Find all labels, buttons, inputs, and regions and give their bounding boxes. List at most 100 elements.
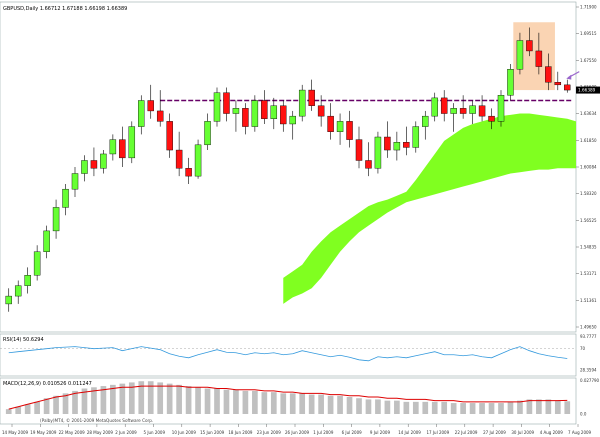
macd-histogram-bar [242, 390, 249, 414]
date-tick-label: 30 Jul 2009 [511, 430, 534, 435]
candle [43, 230, 50, 252]
candle [526, 40, 533, 52]
candle [175, 149, 183, 169]
candle [251, 100, 259, 127]
macd-histogram-bar [34, 401, 40, 414]
candle [90, 160, 98, 169]
candle [469, 105, 476, 114]
candle [289, 115, 296, 125]
date-tick-label: 10 Jun 2009 [172, 430, 197, 435]
macd-histogram-bar [166, 383, 173, 414]
candle [280, 105, 287, 125]
macd-histogram-bar [280, 393, 287, 414]
candle [213, 92, 221, 122]
macd-histogram-bar [81, 388, 88, 414]
candle [138, 100, 145, 127]
candle [81, 160, 88, 174]
rsi-tick-label: 93.7777 [580, 334, 597, 339]
macd-histogram-bar [365, 399, 372, 414]
macd-histogram-bar [185, 386, 192, 414]
macd-histogram-bar [110, 384, 116, 414]
candle [62, 188, 69, 208]
price-tick-label: 1.54835 [580, 245, 597, 250]
date-tick-label: 22 May 2009 [59, 430, 86, 435]
candle [24, 275, 31, 286]
macd-histogram-bar [233, 389, 239, 414]
macd-histogram-bar [100, 386, 107, 414]
macd-histogram-bar [91, 387, 97, 414]
price-tick-label: 1.51361 [580, 298, 597, 303]
date-tick-label: 5 Jun 2009 [144, 430, 166, 435]
date-tick-label: 27 Jul 2009 [483, 430, 506, 435]
footer-copyright: (Palby)MT4, © 2001-2009 MetaQuotes Softw… [40, 418, 153, 423]
rsi-panel [0, 346, 576, 362]
candle [156, 110, 164, 122]
date-tick-label: 2 Jun 2009 [115, 430, 137, 435]
date-tick-label: 14 Jul 2009 [398, 430, 421, 435]
macd-histogram-bar [488, 403, 495, 414]
macd-histogram-bar [460, 403, 466, 414]
arrow-head [566, 74, 572, 80]
current-price-label: 1.66389 [578, 88, 596, 93]
candle [450, 108, 457, 114]
rsi-panel-frame [0, 333, 577, 377]
candle [194, 144, 202, 177]
date-tick-label: 18 Jun 2009 [228, 430, 253, 435]
macd-histogram-bar [422, 401, 429, 414]
macd-histogram-bar [498, 403, 504, 414]
candle [507, 68, 514, 96]
macd-histogram-bar [299, 393, 306, 414]
macd-tick-label: 0.0 [580, 412, 587, 417]
candle [564, 84, 571, 91]
price-tick-label: 1.67550 [580, 58, 597, 63]
candle [242, 108, 249, 127]
price-tick-label: 1.58320 [580, 191, 597, 196]
candle [516, 40, 524, 70]
date-tick-label: 9 Jul 2009 [370, 430, 391, 435]
macd-histogram-bar [119, 383, 126, 414]
candle [535, 50, 543, 67]
candle [185, 168, 192, 177]
candle [346, 121, 353, 140]
macd-tick-label: 0.027790 [580, 378, 600, 383]
macd-histogram-bar [526, 399, 533, 414]
candle [166, 121, 173, 151]
macd-histogram-bar [431, 401, 438, 414]
macd-panel [5, 381, 571, 414]
macd-histogram-bar [507, 401, 514, 414]
price-tick-label: 1.53171 [580, 271, 597, 276]
candle [298, 89, 306, 117]
candle [365, 160, 372, 169]
macd-histogram-bar [62, 393, 69, 414]
rsi-tick-label: 28.3594 [580, 367, 597, 372]
macd-histogram-bar [24, 404, 31, 414]
candle [459, 108, 467, 114]
macd-histogram-bar [157, 382, 164, 414]
price-tick-label: 1.69515 [580, 31, 597, 36]
macd-histogram-bar [564, 401, 571, 414]
date-tick-label: 6 Jul 2009 [342, 430, 363, 435]
date-tick-label: 7 Aug 2009 [568, 430, 592, 435]
price-tick-label: 1.63634 [580, 111, 597, 116]
macd-histogram-bar [337, 395, 343, 414]
macd-histogram-bar [72, 390, 78, 414]
candle [261, 100, 268, 119]
candle [431, 97, 438, 117]
candle [33, 251, 41, 276]
macd-signal-line [8, 385, 568, 410]
candle [5, 295, 12, 305]
date-tick-label: 17 Jul 2009 [427, 430, 450, 435]
candle [119, 139, 126, 159]
rsi-tick-label: 70 [580, 346, 586, 351]
axes: 1.719001.695151.675501.656001.636341.618… [2, 5, 600, 435]
current-price-tag [576, 86, 600, 94]
candle [109, 139, 117, 155]
macd-histogram-bar [394, 400, 400, 414]
macd-histogram-bar [536, 399, 542, 414]
macd-histogram-bar [403, 401, 410, 414]
macd-label: MACD(12,26,9) 0.010526 0.011247 [3, 381, 92, 387]
date-tick-label: 4 Aug 2009 [540, 430, 564, 435]
candle [232, 108, 240, 114]
